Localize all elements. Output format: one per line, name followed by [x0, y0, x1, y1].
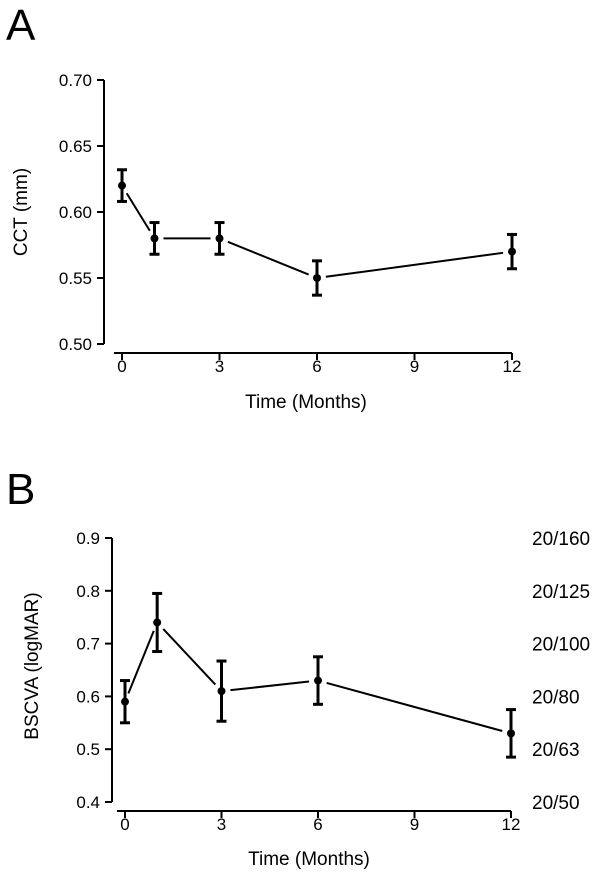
- chart-b-line-segment: [326, 681, 503, 732]
- chart-a-x-tick-label: 0: [117, 357, 126, 376]
- chart-b-x-tick-label: 12: [502, 815, 521, 834]
- chart-b-snellen-label: 20/125: [532, 582, 590, 603]
- chart-a-line-segment: [325, 251, 504, 278]
- chart-a-data-point: [150, 234, 159, 243]
- chart-b-y-tick-label: 0.9: [76, 529, 100, 548]
- chart-a-line-segment: [125, 192, 151, 232]
- chart-b-y-tick-label: 0.8: [76, 582, 100, 601]
- chart-a-data-point: [313, 274, 321, 282]
- chart-b-data-point: [314, 676, 322, 685]
- chart-a-data-point: [118, 181, 126, 190]
- chart-b-data-point: [217, 687, 226, 696]
- chart-b-x-tick-label: 9: [410, 815, 419, 834]
- chart-b-snellen-label: 20/50: [532, 793, 580, 814]
- chart-b-y-tick-label: 0.6: [76, 687, 100, 706]
- chart-b: Time (Months) BSCVA (logMAR) 0.4 0.5 0.6 0.…: [22, 529, 590, 870]
- chart-b-line-segment: [127, 630, 155, 694]
- chart-b-y-tick-label: 0.4: [76, 793, 100, 812]
- chart-a-data-point: [508, 247, 516, 256]
- chart-b-snellen-label: 20/63: [532, 740, 580, 761]
- chart-a-x-tick-label: 6: [312, 357, 321, 376]
- chart-b-snellen-label: 20/160: [532, 529, 590, 550]
- chart-b-line-segment: [162, 628, 217, 686]
- chart-a-x-tick-label: 12: [503, 357, 522, 376]
- chart-a-data-point: [215, 234, 224, 243]
- chart-b-x-tick-label: 6: [313, 815, 322, 834]
- chart-b-y-tick-label: 0.5: [76, 740, 100, 759]
- chart-b-data-point: [153, 618, 162, 627]
- chart-b-x-tick-label: 0: [120, 815, 129, 834]
- chart-a-x-tick-label: 3: [215, 357, 224, 376]
- chart-b-xlabel: Time (Months): [248, 849, 370, 870]
- chart-b-data-point: [121, 697, 129, 706]
- chart-a-y-tick-label: 0.70: [59, 71, 92, 90]
- chart-b-ylabel: BSCVA (logMAR): [22, 592, 43, 739]
- chart-b-line-segment: [230, 680, 310, 692]
- chart-a-xlabel: Time (Months): [245, 392, 367, 413]
- panel-letter-a: A: [6, 1, 36, 50]
- chart-a: Time (Months) CCT (mm) 0.50 0.55 0.60 0.65 0…: [11, 71, 521, 413]
- chart-a-y-tick-label: 0.55: [59, 269, 92, 288]
- chart-b-snellen-label: 20/80: [532, 687, 580, 708]
- chart-a-y-tick-label: 0.60: [59, 203, 92, 222]
- chart-a-ylabel: CCT (mm): [11, 168, 32, 256]
- chart-a-line-segment: [227, 240, 310, 276]
- chart-a-y-tick-label: 0.65: [59, 137, 92, 156]
- chart-b-snellen-label: 20/100: [532, 635, 590, 656]
- chart-b-x-tick-label: 3: [217, 815, 226, 834]
- chart-a-y-tick-label: 0.50: [59, 335, 92, 354]
- panel-letter-b: B: [6, 465, 35, 514]
- chart-b-data-point: [507, 729, 515, 738]
- chart-a-x-tick-label: 9: [410, 357, 419, 376]
- chart-b-y-tick-label: 0.7: [76, 635, 100, 654]
